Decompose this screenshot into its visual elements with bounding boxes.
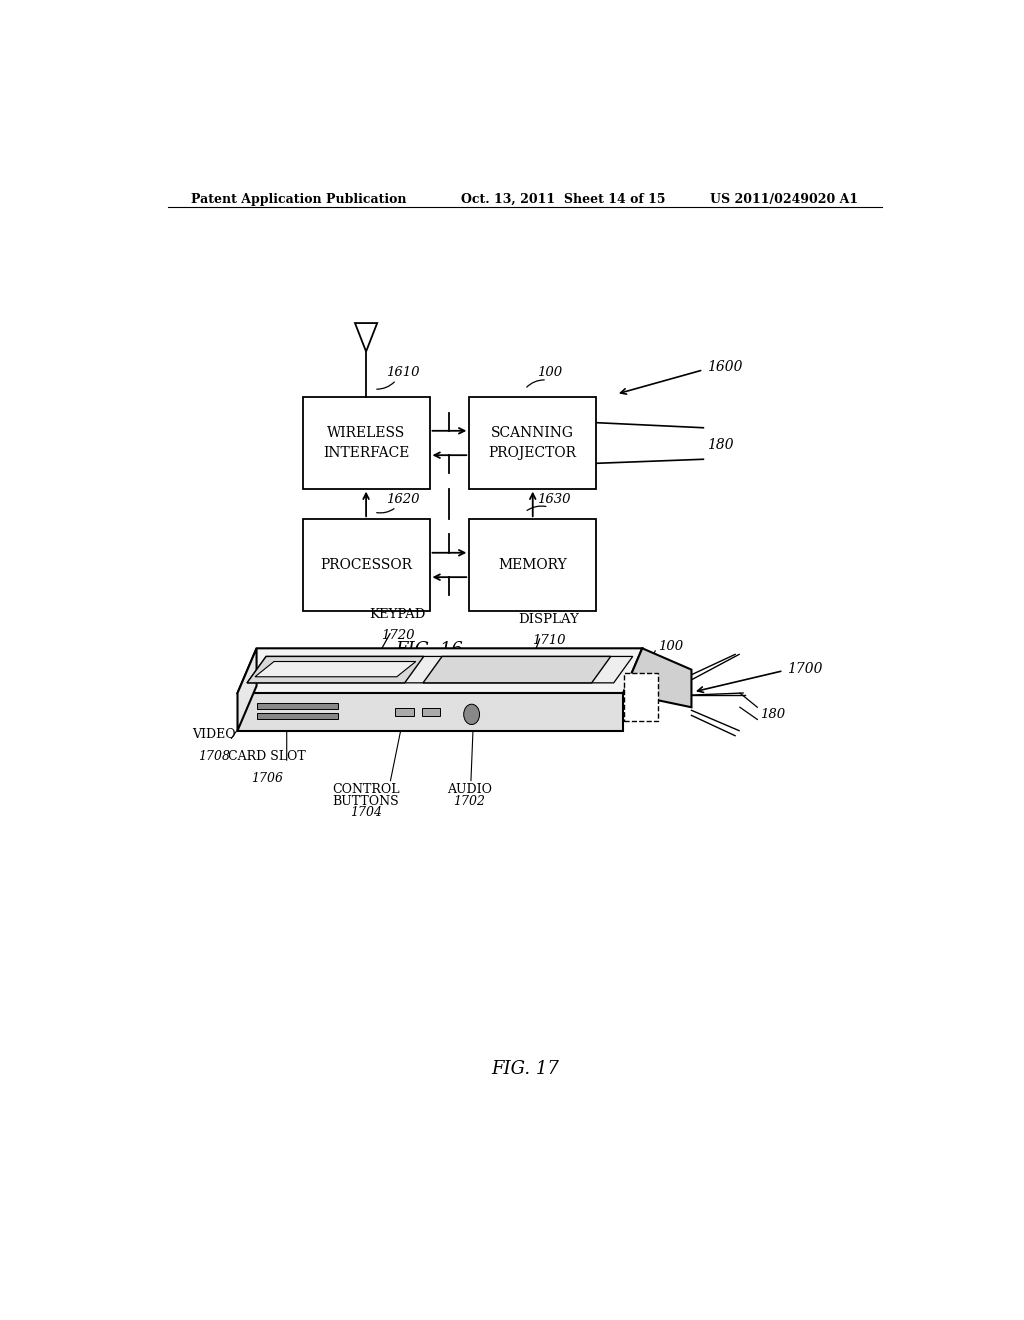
- Polygon shape: [238, 648, 257, 731]
- Text: Oct. 13, 2011  Sheet 14 of 15: Oct. 13, 2011 Sheet 14 of 15: [461, 193, 666, 206]
- Text: 1702: 1702: [454, 795, 485, 808]
- Bar: [624, 673, 658, 722]
- Text: WIRELESS
INTERFACE: WIRELESS INTERFACE: [323, 426, 410, 459]
- Polygon shape: [238, 693, 624, 731]
- Text: SCANNING
PROJECTOR: SCANNING PROJECTOR: [488, 426, 577, 459]
- Text: 1700: 1700: [786, 661, 822, 676]
- Text: 180: 180: [708, 438, 734, 451]
- Text: AUDIO: AUDIO: [446, 784, 492, 796]
- Polygon shape: [255, 661, 416, 677]
- Bar: [469, 397, 596, 488]
- Text: CONTROL: CONTROL: [333, 784, 399, 796]
- Text: 1620: 1620: [386, 492, 420, 506]
- Bar: [469, 519, 596, 611]
- Text: 1710: 1710: [531, 634, 565, 647]
- Text: 1706: 1706: [251, 772, 283, 785]
- Text: FIG. 16: FIG. 16: [395, 642, 464, 659]
- Polygon shape: [422, 709, 440, 717]
- Text: 1720: 1720: [381, 630, 415, 642]
- Bar: [303, 397, 430, 488]
- Polygon shape: [257, 704, 338, 709]
- Text: 100: 100: [537, 366, 562, 379]
- Text: 100: 100: [658, 640, 683, 653]
- Circle shape: [464, 704, 479, 725]
- Text: DISPLAY: DISPLAY: [518, 612, 579, 626]
- Polygon shape: [257, 713, 338, 719]
- Polygon shape: [395, 709, 414, 717]
- Text: 1600: 1600: [708, 360, 742, 374]
- Polygon shape: [247, 656, 633, 682]
- Text: 1708: 1708: [198, 750, 229, 763]
- Text: Patent Application Publication: Patent Application Publication: [191, 193, 407, 206]
- Text: 1704: 1704: [350, 805, 382, 818]
- Text: VIDEO: VIDEO: [191, 727, 236, 741]
- Text: KEYPAD: KEYPAD: [370, 609, 426, 620]
- Polygon shape: [238, 648, 642, 693]
- Polygon shape: [247, 656, 424, 682]
- Text: 1610: 1610: [386, 366, 420, 379]
- Text: CARD SLOT: CARD SLOT: [228, 750, 306, 763]
- Polygon shape: [423, 656, 610, 682]
- Text: PROCESSOR: PROCESSOR: [321, 558, 412, 572]
- Bar: [303, 519, 430, 611]
- Text: BUTTONS: BUTTONS: [333, 795, 399, 808]
- Polygon shape: [624, 648, 691, 708]
- Text: MEMORY: MEMORY: [499, 558, 567, 572]
- Text: FIG. 17: FIG. 17: [490, 1060, 559, 1078]
- Text: 180: 180: [760, 708, 784, 721]
- Text: 1630: 1630: [537, 492, 570, 506]
- Text: US 2011/0249020 A1: US 2011/0249020 A1: [710, 193, 858, 206]
